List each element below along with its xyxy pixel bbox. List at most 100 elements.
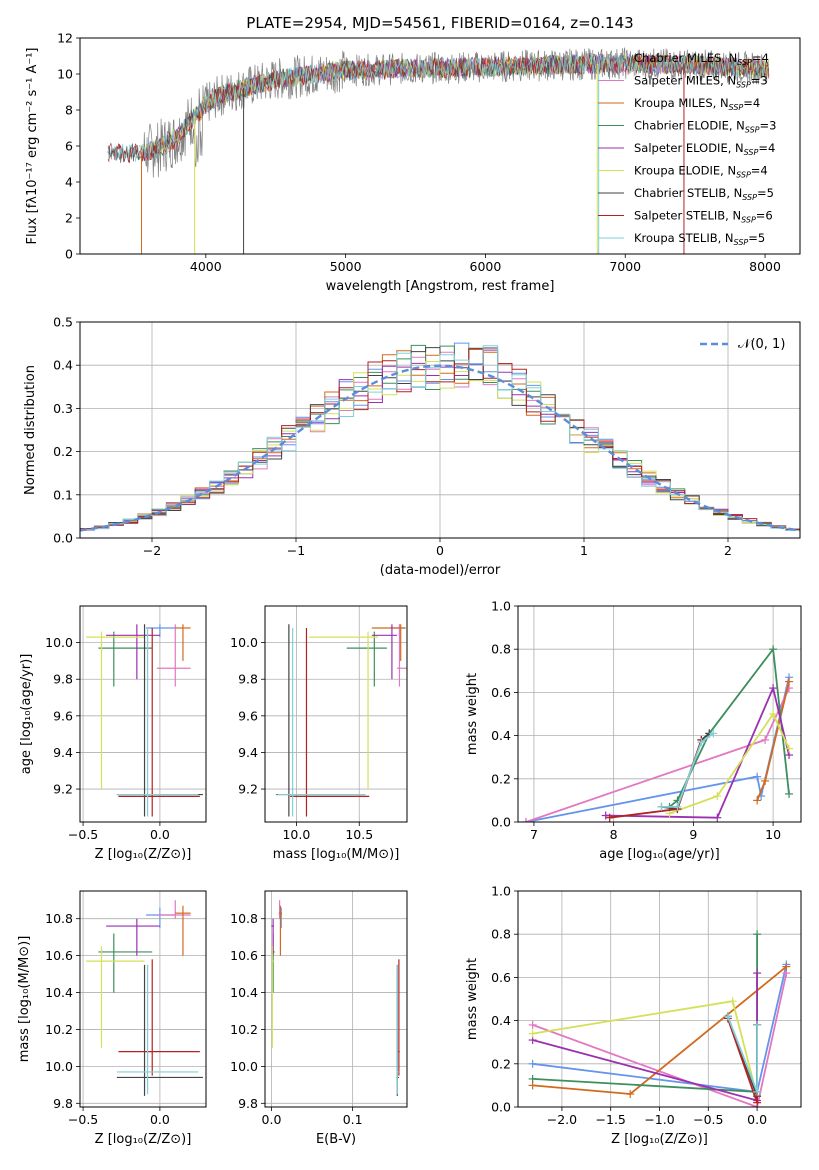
legend-label: Salpeter STELIB, NSSP=6 <box>634 209 773 225</box>
spectrum-legend: Chabrier MILES, NSSP=4 Salpeter MILES, NS… <box>598 51 776 247</box>
y-tick-label: 10.4 <box>230 985 258 1000</box>
age_vs_z-plot-area <box>80 606 206 822</box>
histogram-kroupa_elodie <box>80 361 800 530</box>
age_vs_mass-panel: 10.0 10.5 9.2 9.4 9.6 9.8 10.0 mass [log₁₀(M/M⊙… <box>230 605 408 862</box>
model-spectrum-kroupa_stelib <box>107 53 769 163</box>
y-tick-label: 0.2 <box>491 1056 511 1071</box>
x-axis-label: age [log₁₀(age/yr)] <box>599 847 720 862</box>
legend-label: Chabrier MILES, NSSP=4 <box>634 51 769 67</box>
x-tick-label: −1.0 <box>644 1112 674 1127</box>
weight_vs_age-plot-area <box>518 606 801 822</box>
x-tick-label: 1 <box>580 543 588 558</box>
y-tick-label: 0.6 <box>491 970 511 985</box>
y-tick-label: 9.4 <box>53 745 73 760</box>
y-tick-label: 0.5 <box>53 315 73 330</box>
observed-spectrum-line <box>107 47 770 178</box>
y-tick-label: 0.3 <box>53 401 73 416</box>
y-tick-label: 9.6 <box>238 708 258 723</box>
x-axis-label: wavelength [Angstrom, rest frame] <box>326 279 555 294</box>
x-tick-label: −2 <box>143 543 161 558</box>
legend-label: Salpeter ELODIE, NSSP=4 <box>634 141 775 157</box>
weight-line-kroupa_elodie <box>669 712 790 815</box>
legend-label: Kroupa MILES, NSSP=4 <box>634 96 760 112</box>
x-tick-label: 10.5 <box>345 827 373 842</box>
x-tick-label: −1.5 <box>596 1112 626 1127</box>
figure-title: PLATE=2954, MJD=54561, FIBERID=0164, z=0… <box>246 14 633 32</box>
legend-label: Salpeter MILES, NSSP=3 <box>634 74 768 90</box>
y-tick-label: 0.2 <box>491 771 511 786</box>
weight-line-kroupa_stelib <box>726 1015 758 1093</box>
mass_vs_z-plot-area <box>80 891 206 1107</box>
y-tick-label: 1.0 <box>491 599 511 614</box>
x-tick-label: 7000 <box>609 259 641 274</box>
y-axis-label: age [log₁₀(age/yr)] <box>19 654 34 775</box>
mass_vs_ebv-panel: 0.0 0.1 9.8 10.0 10.2 10.4 10.6 10.8 E(B-V) <box>230 890 408 1147</box>
y-tick-label: 0.0 <box>491 815 511 830</box>
legend-label: Chabrier ELODIE, NSSP=3 <box>634 119 776 135</box>
y-tick-label: 9.8 <box>53 672 73 687</box>
x-tick-label: 6000 <box>470 259 502 274</box>
y-tick-label: 10.0 <box>45 1059 73 1074</box>
y-tick-label: 10.0 <box>230 635 258 650</box>
x-tick-label: 0.1 <box>343 1112 363 1127</box>
spectrum-plot-area <box>107 47 770 254</box>
y-tick-label: 0.2 <box>53 444 73 459</box>
axes-frame <box>264 890 408 1108</box>
x-tick-label: −0.5 <box>68 1112 98 1127</box>
histogram-salpeter_stelib <box>80 348 800 530</box>
x-tick-label: 4000 <box>190 259 222 274</box>
y-tick-label: 12 <box>57 31 73 46</box>
y-tick-label: 1.0 <box>491 884 511 899</box>
legend-label: Kroupa ELODIE, NSSP=4 <box>634 164 768 180</box>
y-tick-label: 2 <box>65 211 73 226</box>
x-tick-label: 8000 <box>749 259 781 274</box>
y-tick-label: 8 <box>65 103 73 118</box>
x-tick-label: −2.0 <box>547 1112 577 1127</box>
x-tick-label: 7 <box>530 827 538 842</box>
x-tick-label: −1 <box>287 543 305 558</box>
x-tick-label: 10.0 <box>282 827 310 842</box>
y-tick-label: 0 <box>65 247 73 262</box>
weight-line-chabrier_stelib <box>661 732 710 810</box>
x-tick-label: 2 <box>724 543 732 558</box>
y-tick-label: 4 <box>65 175 73 190</box>
y-tick-label: 0.4 <box>53 358 73 373</box>
y-axis-label: mass weight <box>465 673 480 755</box>
legend-label: Kroupa STELIB, NSSP=5 <box>634 231 765 247</box>
x-tick-label: −0.5 <box>693 1112 723 1127</box>
weight_vs_z-panel: −2.0 −1.5 −1.0 −0.5 0.0 0.0 0.2 0.4 0.6 0.8 1.0 Z [… <box>465 884 802 1147</box>
x-axis-label: Z [log₁₀(Z/Z⊙)] <box>95 847 192 862</box>
y-tick-label: 9.8 <box>238 672 258 687</box>
y-tick-label: 0.0 <box>491 1100 511 1115</box>
y-tick-label: 10.0 <box>45 635 73 650</box>
age_vs_mass-plot-area <box>265 606 407 822</box>
y-axis-label: Flux [fλ10⁻¹⁷ erg cm⁻² s⁻¹ A⁻¹] <box>25 48 40 245</box>
x-axis-label: Z [log₁₀(Z/Z⊙)] <box>95 1132 192 1147</box>
y-tick-label: 10.8 <box>230 911 258 926</box>
legend-label: 𝒩(0, 1) <box>738 337 785 352</box>
x-tick-label: 10 <box>765 827 781 842</box>
y-tick-label: 9.8 <box>238 1096 258 1111</box>
x-axis-label: mass [log₁₀(M/M⊙)] <box>273 847 400 862</box>
residuals-panel: −2 −1 0 1 2 0.0 0.1 0.2 0.3 0.4 0.5 (data-model)/er… <box>23 315 801 578</box>
y-tick-label: 0.8 <box>491 642 511 657</box>
axes-frame <box>517 605 802 823</box>
y-tick-label: 0.1 <box>53 487 73 502</box>
y-tick-label: 9.2 <box>238 782 258 797</box>
mass_vs_z-panel: −0.5 0.0 9.8 10.0 10.2 10.4 10.6 10.8 Z [log₁₀(Z… <box>17 890 207 1147</box>
weight_vs_z-plot-area <box>518 891 801 1107</box>
y-tick-label: 0.8 <box>491 927 511 942</box>
x-tick-label: 0.0 <box>747 1112 767 1127</box>
y-tick-label: 10.8 <box>45 911 73 926</box>
y-tick-label: 10.2 <box>45 1022 73 1037</box>
y-axis-label: mass weight <box>465 958 480 1040</box>
y-tick-label: 9.2 <box>53 782 73 797</box>
x-tick-label: 0.0 <box>150 1112 170 1127</box>
y-tick-label: 9.6 <box>53 708 73 723</box>
x-tick-label: 5000 <box>330 259 362 274</box>
gaussian-curve <box>80 364 800 532</box>
x-tick-label: 8 <box>610 827 618 842</box>
residual-legend: 𝒩(0, 1) <box>700 337 785 352</box>
weight-line-salpeter_miles <box>532 972 788 1107</box>
